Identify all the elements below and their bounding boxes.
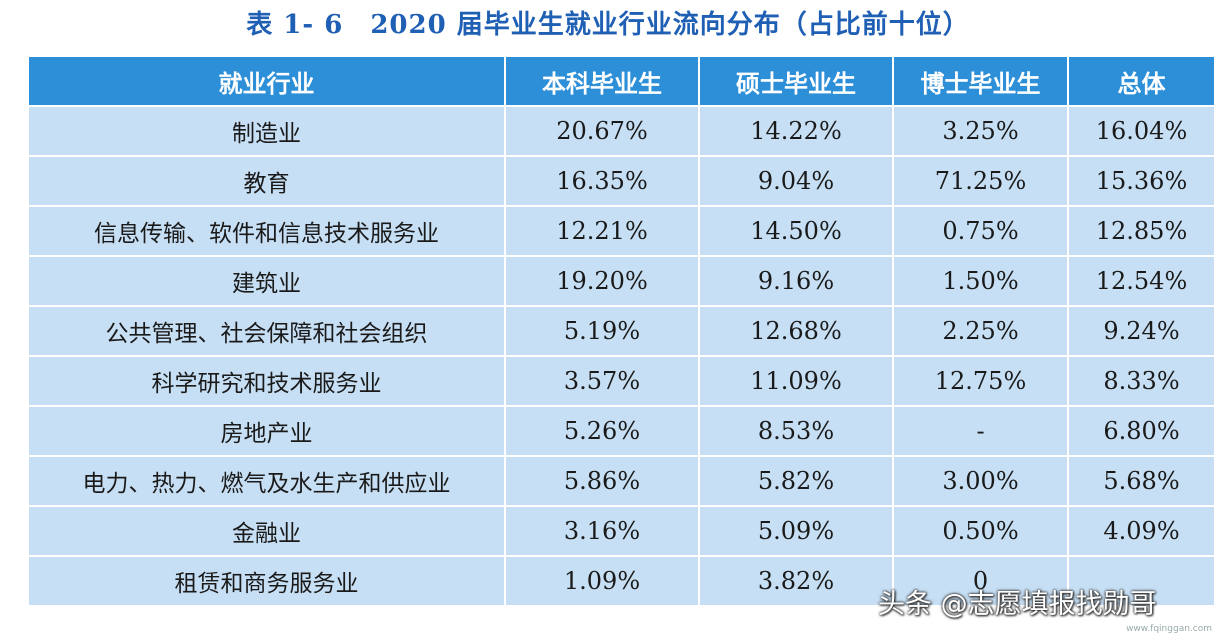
cell-industry: 金融业 <box>27 505 506 557</box>
industry-distribution-table: 就业行业 本科毕业生 硕士毕业生 博士毕业生 总体 制造业 20.67% 14.… <box>27 55 1216 607</box>
cell-master: 12.68% <box>698 305 894 357</box>
cell-bachelor: 20.67% <box>504 105 700 157</box>
table-row: 建筑业 19.20% 9.16% 1.50% 12.54% <box>27 255 1216 307</box>
industry-table-container: 就业行业 本科毕业生 硕士毕业生 博士毕业生 总体 制造业 20.67% 14.… <box>27 55 1216 626</box>
cell-bachelor: 5.86% <box>504 455 700 507</box>
cell-master: 8.53% <box>698 405 894 457</box>
table-row: 租赁和商务服务业 1.09% 3.82% 0 <box>27 555 1216 607</box>
cell-industry: 公共管理、社会保障和社会组织 <box>27 305 506 357</box>
cell-master: 5.82% <box>698 455 894 507</box>
table-row: 金融业 3.16% 5.09% 0.50% 4.09% <box>27 505 1216 557</box>
table-header-row: 就业行业 本科毕业生 硕士毕业生 博士毕业生 总体 <box>27 55 1216 107</box>
cell-bachelor: 19.20% <box>504 255 700 307</box>
cell-overall <box>1067 555 1216 607</box>
header-master: 硕士毕业生 <box>698 55 894 107</box>
cell-industry: 电力、热力、燃气及水生产和供应业 <box>27 455 506 507</box>
cell-overall: 9.24% <box>1067 305 1216 357</box>
cell-overall: 16.04% <box>1067 105 1216 157</box>
cell-industry: 信息传输、软件和信息技术服务业 <box>27 205 506 257</box>
cell-doctor: 2.25% <box>892 305 1069 357</box>
cell-master: 11.09% <box>698 355 894 407</box>
table-row: 电力、热力、燃气及水生产和供应业 5.86% 5.82% 3.00% 5.68% <box>27 455 1216 507</box>
watermark-text: 头条 @志愿填报找勋哥 <box>878 589 1157 620</box>
cell-industry: 房地产业 <box>27 405 506 457</box>
cell-master: 5.09% <box>698 505 894 557</box>
table-row: 房地产业 5.26% 8.53% - 6.80% <box>27 405 1216 457</box>
table-row: 科学研究和技术服务业 3.57% 11.09% 12.75% 8.33% <box>27 355 1216 407</box>
cell-industry: 教育 <box>27 155 506 207</box>
cell-bachelor: 12.21% <box>504 205 700 257</box>
table-row: 制造业 20.67% 14.22% 3.25% 16.04% <box>27 105 1216 157</box>
cell-overall: 4.09% <box>1067 505 1216 557</box>
header-doctor: 博士毕业生 <box>892 55 1069 107</box>
cell-master: 9.16% <box>698 255 894 307</box>
cell-bachelor: 3.16% <box>504 505 700 557</box>
cell-doctor: 0 <box>892 555 1069 607</box>
cell-bachelor: 5.19% <box>504 305 700 357</box>
header-industry: 就业行业 <box>27 55 506 107</box>
cell-overall: 15.36% <box>1067 155 1216 207</box>
cell-doctor: 0.50% <box>892 505 1069 557</box>
cell-industry: 建筑业 <box>27 255 506 307</box>
cell-doctor: - <box>892 405 1069 457</box>
cell-overall: 5.68% <box>1067 455 1216 507</box>
cell-overall: 12.85% <box>1067 205 1216 257</box>
header-overall: 总体 <box>1067 55 1216 107</box>
table-row: 公共管理、社会保障和社会组织 5.19% 12.68% 2.25% 9.24% <box>27 305 1216 357</box>
site-watermark: www.fqinggan.com <box>1126 624 1212 634</box>
cell-industry: 租赁和商务服务业 <box>27 555 506 607</box>
cell-bachelor: 3.57% <box>504 355 700 407</box>
cell-bachelor: 16.35% <box>504 155 700 207</box>
cell-master: 9.04% <box>698 155 894 207</box>
cell-bachelor: 1.09% <box>504 555 700 607</box>
cell-master: 3.82% <box>698 555 894 607</box>
cell-doctor: 3.25% <box>892 105 1069 157</box>
cell-bachelor: 5.26% <box>504 405 700 457</box>
cell-doctor: 3.00% <box>892 455 1069 507</box>
cell-doctor: 1.50% <box>892 255 1069 307</box>
cell-doctor: 12.75% <box>892 355 1069 407</box>
cell-doctor: 71.25% <box>892 155 1069 207</box>
cell-industry: 科学研究和技术服务业 <box>27 355 506 407</box>
cell-industry: 制造业 <box>27 105 506 157</box>
cell-doctor: 0.75% <box>892 205 1069 257</box>
cell-master: 14.50% <box>698 205 894 257</box>
table-row: 教育 16.35% 9.04% 71.25% 15.36% <box>27 155 1216 207</box>
cell-master: 14.22% <box>698 105 894 157</box>
cell-overall: 6.80% <box>1067 405 1216 457</box>
table-row: 信息传输、软件和信息技术服务业 12.21% 14.50% 0.75% 12.8… <box>27 205 1216 257</box>
header-bachelor: 本科毕业生 <box>504 55 700 107</box>
cell-overall: 8.33% <box>1067 355 1216 407</box>
table-title: 表 1- 6 2020 届毕业生就业行业流向分布（占比前十位） <box>246 10 970 40</box>
cell-overall: 12.54% <box>1067 255 1216 307</box>
